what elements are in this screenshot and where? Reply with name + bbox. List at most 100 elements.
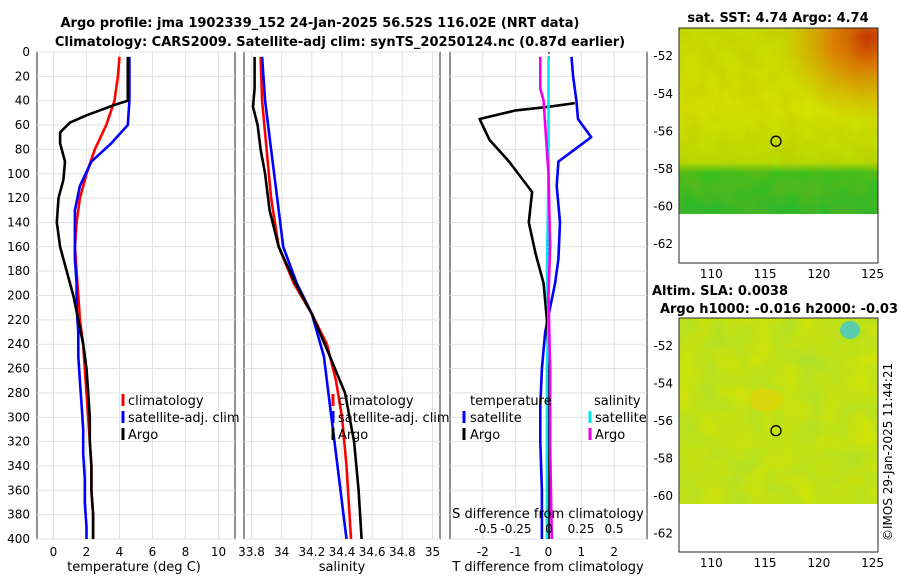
x-tick-label: 10 (211, 545, 226, 559)
difference-tick-labels: -2 -1 0 1 2 (477, 545, 618, 559)
map-y-tick-label: -58 (653, 451, 673, 465)
x-tick-label: 1 (578, 545, 586, 559)
temperature-lines (55, 56, 131, 539)
top-axis-label: S difference from climatology (452, 507, 644, 522)
series-line-climatology (73, 56, 121, 539)
series-line-temperature-argo (478, 101, 575, 539)
sst-map-ticks: 110 115 120 125 -52 -54 -56 -58 -60 -62 (653, 49, 884, 281)
x-tick-label: 2 (83, 545, 91, 559)
sst-map-title: sat. SST: 4.74 Argo: 4.74 (687, 11, 868, 26)
top-tick-label: 0.5 (604, 522, 623, 536)
y-tick-label: 240 (7, 337, 30, 351)
difference-legend: temperature salinity satellite Argo sate… (462, 394, 647, 443)
y-tick-label: 20 (15, 69, 30, 83)
x-tick-label: 33.8 (238, 545, 265, 559)
salinity-tick-labels: 33.8 34 34.2 34.4 34.6 34.8 35 (238, 545, 440, 559)
map-y-tick-label: -60 (653, 489, 673, 503)
legend-label-climatology: climatology (128, 394, 204, 409)
sla-high-patch (749, 388, 781, 412)
argo-position-marker (770, 425, 782, 437)
y-tick-label: 120 (7, 191, 30, 205)
x-tick-label: -1 (510, 545, 522, 559)
map-y-tick-label: -52 (653, 49, 673, 63)
watermark: ©IMOS 29-Jan-2025 11:44:21 (881, 363, 895, 541)
difference-axis-label: T difference from climatology (451, 560, 644, 575)
sla-map-title: Altim. SLA: 0.0038 (652, 284, 788, 299)
sst-map-frame (678, 27, 879, 264)
map-y-tick-label: -54 (653, 377, 673, 391)
series-line-temperature-satellite (538, 56, 593, 539)
difference-lines (478, 56, 593, 539)
y-tick-label: 320 (7, 435, 30, 449)
top-tick-label: 0.25 (568, 522, 595, 536)
y-tick-label: 140 (7, 215, 30, 229)
salinity-grid (244, 51, 440, 540)
y-tick-label: 260 (7, 362, 30, 376)
legend-label-satellite: satellite-adj. clim (338, 411, 450, 426)
top-tick-label: -0.25 (500, 522, 531, 536)
map-y-tick-label: -62 (653, 237, 673, 251)
x-tick-label: 34.8 (389, 545, 416, 559)
legend-label-temp-satellite: satellite (470, 411, 522, 426)
y-tick-label: 340 (7, 459, 30, 473)
map-y-tick-label: -56 (653, 124, 673, 138)
legend-label-temp-argo: Argo (470, 428, 500, 443)
depth-tick-labels: 0 20 40 60 80 100 120 140 160 180 200 220 240 260 280 3… (7, 45, 30, 546)
series-line-salinity-argo (538, 56, 554, 539)
temperature-axis-label: temperature (deg C) (67, 560, 201, 575)
x-tick-label: 4 (116, 545, 124, 559)
salinity-axis-label: salinity (319, 560, 366, 575)
temperature-legend: climatology satellite-adj. clim Argo (121, 394, 240, 443)
y-tick-label: 40 (15, 94, 30, 108)
legend-header-salinity: salinity (594, 394, 641, 409)
map-x-tick-label: 115 (754, 556, 777, 570)
sst-texture (679, 28, 878, 214)
y-tick-label: 80 (15, 142, 30, 156)
x-tick-label: 34 (274, 545, 289, 559)
legend-label-sal-satellite: satellite (595, 411, 647, 426)
x-tick-label: 0 (545, 545, 553, 559)
temperature-tick-labels: 0 2 4 6 8 10 (50, 545, 226, 559)
x-tick-label: 35 (425, 545, 440, 559)
y-tick-label: 300 (7, 410, 30, 424)
map-y-tick-label: -54 (653, 87, 673, 101)
x-tick-label: 8 (182, 545, 190, 559)
x-tick-label: 34.6 (359, 545, 386, 559)
x-tick-label: 2 (610, 545, 618, 559)
x-tick-label: 34.2 (298, 545, 325, 559)
y-tick-label: 160 (7, 240, 30, 254)
map-x-tick-label: 120 (807, 556, 830, 570)
map-y-tick-label: -60 (653, 200, 673, 214)
sla-texture (679, 318, 878, 504)
argo-position-marker (770, 135, 782, 147)
figure-title-line1: Argo profile: jma 1902339_152 24-Jan-202… (61, 16, 580, 31)
legend-label-satellite: satellite-adj. clim (128, 411, 240, 426)
y-tick-label: 380 (7, 508, 30, 522)
series-line-satellite-adj-clim (73, 56, 131, 539)
salinity-lines (251, 56, 363, 539)
legend-label-argo: Argo (128, 428, 158, 443)
map-x-tick-label: 110 (700, 556, 723, 570)
temperature-grid (37, 51, 235, 540)
legend-label-argo: Argo (338, 428, 368, 443)
sla-map (678, 317, 879, 553)
sst-map (678, 27, 879, 264)
map-x-tick-label: 115 (754, 267, 777, 281)
sla-map-frame (678, 317, 879, 553)
figure-title-line2: Climatology: CARS2009. Satellite-adj cli… (55, 35, 625, 50)
x-tick-label: -2 (477, 545, 489, 559)
x-tick-label: 6 (149, 545, 157, 559)
map-x-tick-label: 125 (861, 267, 884, 281)
sla-map-subtitle: Argo h1000: -0.016 h2000: -0.03 (660, 302, 898, 317)
salinity-difference-ticks: -0.5 -0.25 0 0.25 0.5 (474, 522, 623, 536)
sla-map-ticks: 110 115 120 125 -52 -54 -56 -58 -60 -62 (653, 339, 884, 570)
y-tick-label: 400 (7, 532, 30, 546)
y-tick-label: 280 (7, 386, 30, 400)
sla-low-patch (840, 321, 860, 339)
series-line-argo (251, 56, 363, 539)
map-x-tick-label: 120 (807, 267, 830, 281)
y-tick-label: 180 (7, 264, 30, 278)
y-tick-label: 220 (7, 313, 30, 327)
y-tick-label: 200 (7, 289, 30, 303)
